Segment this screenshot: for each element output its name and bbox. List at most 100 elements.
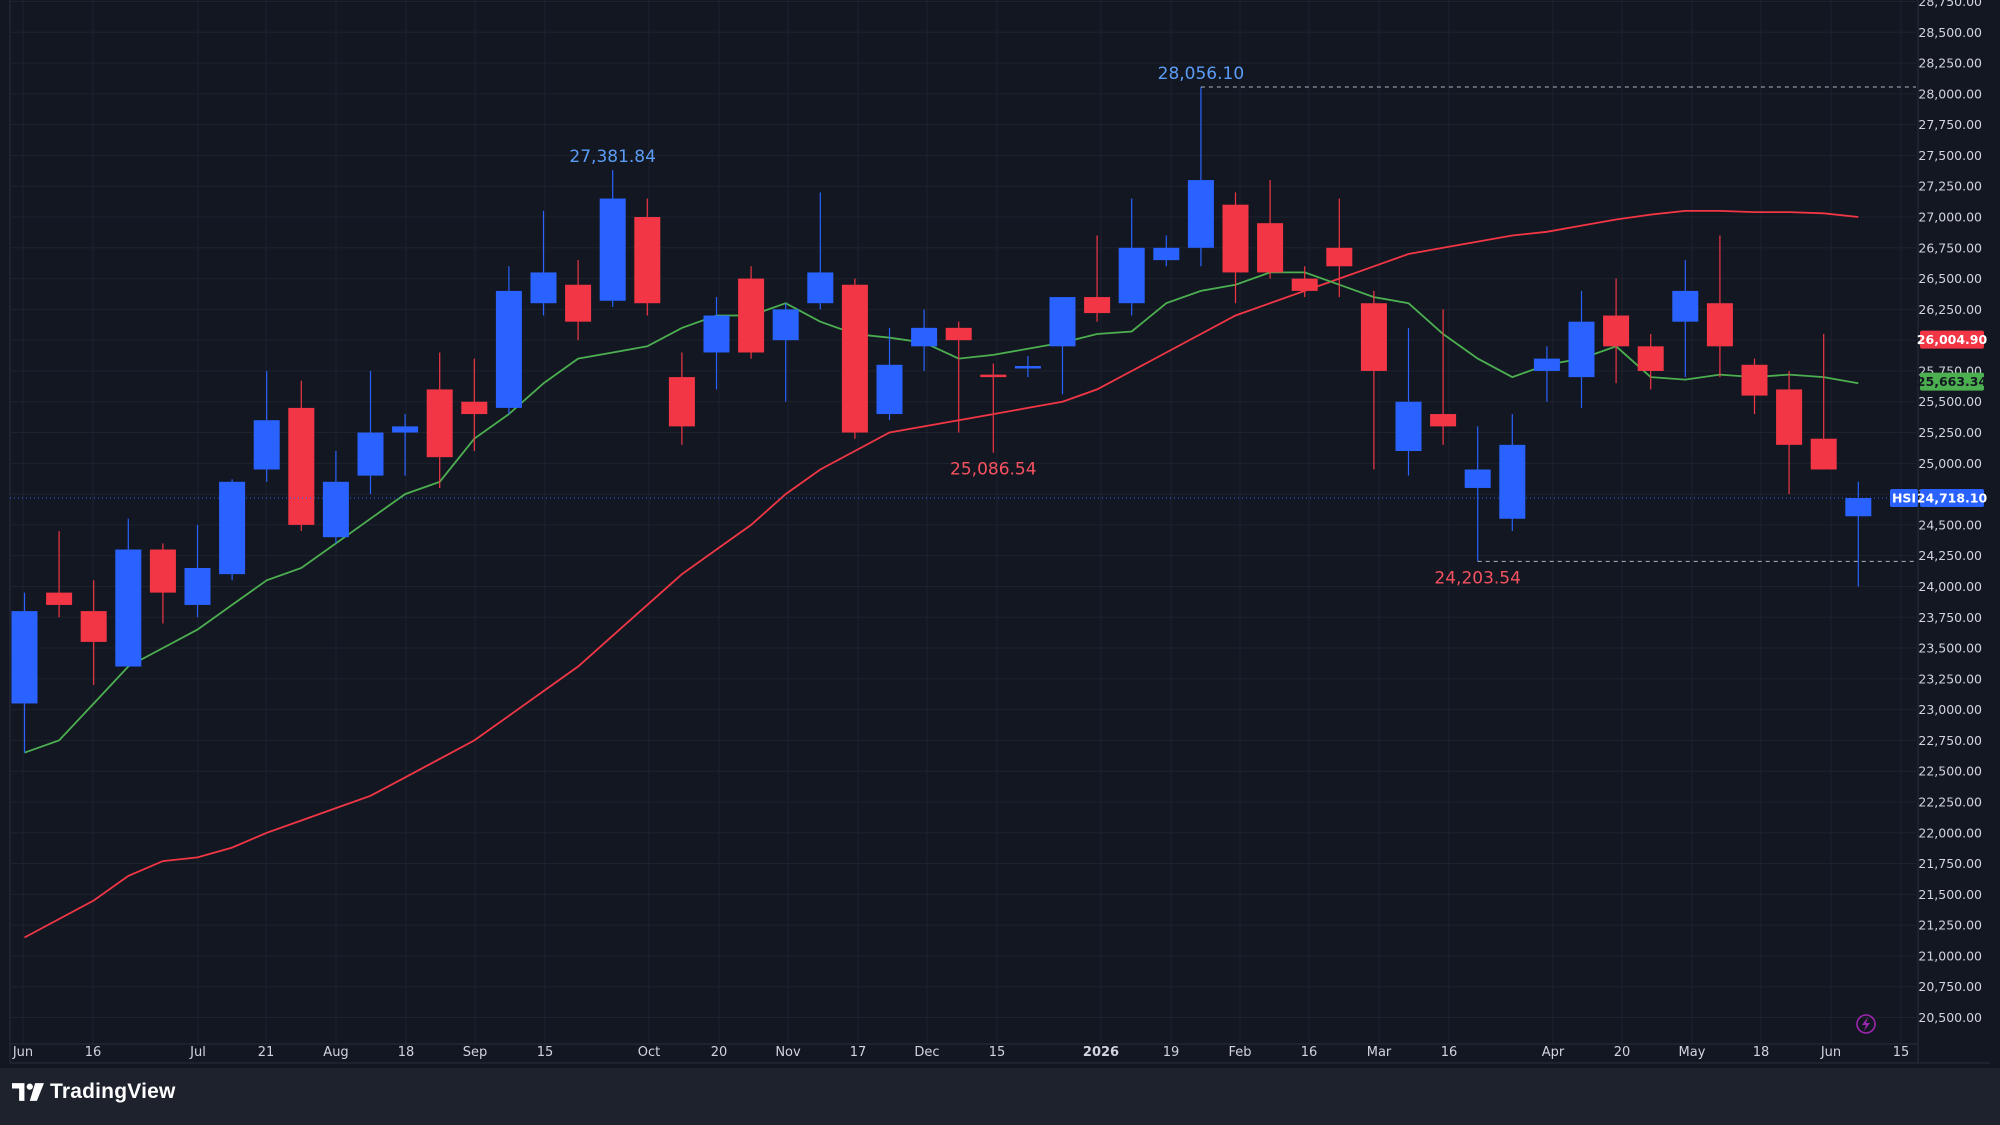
candle[interactable]	[426, 352, 453, 488]
time-tick-label: May	[1679, 1045, 1706, 1060]
candle-body	[80, 611, 107, 642]
price-tick-label: 27,750.00	[1918, 117, 1982, 132]
time-tick-label: 16	[85, 1045, 102, 1060]
candle[interactable]	[1603, 278, 1630, 384]
price-tick-label: 28,250.00	[1918, 56, 1982, 71]
candle[interactable]	[1395, 327, 1422, 476]
candle[interactable]	[1637, 334, 1664, 390]
time-tick-label: 2026	[1083, 1045, 1119, 1060]
candle-body	[1222, 204, 1249, 273]
symbol-tag-label: HSI	[1892, 491, 1916, 506]
candle[interactable]	[1430, 309, 1457, 445]
candlesticks[interactable]	[11, 86, 1872, 753]
candle[interactable]	[807, 192, 834, 310]
replay-icon[interactable]	[1856, 1014, 1876, 1034]
candle[interactable]	[288, 380, 315, 532]
candle[interactable]	[1291, 266, 1318, 298]
candle[interactable]	[1776, 370, 1803, 495]
price-tick-label: 26,750.00	[1918, 240, 1982, 255]
candle[interactable]	[911, 309, 938, 371]
candle[interactable]	[945, 321, 972, 433]
candle[interactable]	[738, 266, 765, 359]
time-tick-label: 16	[1301, 1045, 1318, 1060]
tradingview-logo[interactable]: TradingView	[12, 1080, 176, 1104]
candle[interactable]	[1499, 414, 1526, 532]
price-tag-value: 24,718.10	[1917, 491, 1988, 506]
candle-body	[1637, 346, 1664, 371]
candle[interactable]	[1568, 290, 1595, 408]
price-tick-label: 23,500.00	[1918, 641, 1982, 656]
candle[interactable]	[322, 451, 349, 544]
candle[interactable]	[1014, 356, 1041, 378]
candle[interactable]	[184, 524, 211, 618]
candle-body	[253, 420, 280, 470]
candle-body	[980, 374, 1007, 378]
candle[interactable]	[115, 518, 142, 667]
time-axis[interactable]: Jun 16 Jul 21 Aug 18 Sep 15 Oct 20 Nov 17 Dec 15 2026 1…	[10, 1043, 1990, 1064]
time-tick-label: Aug	[323, 1045, 348, 1060]
candle[interactable]	[1222, 192, 1249, 304]
candle-body	[392, 426, 419, 433]
candle[interactable]	[80, 580, 107, 685]
price-tick-label: 21,500.00	[1918, 887, 1982, 902]
candle[interactable]	[1084, 235, 1111, 322]
candle[interactable]	[1672, 260, 1699, 378]
price-tick-label: 22,750.00	[1918, 733, 1982, 748]
price-tick-label: 25,000.00	[1918, 456, 1982, 471]
candle[interactable]	[703, 297, 730, 390]
price-axis[interactable]: 20,500.00 20,750.00 21,000.00 21,250.00 21,5…	[1917, 0, 1982, 1063]
candle[interactable]	[1326, 198, 1353, 298]
candle[interactable]	[357, 370, 384, 495]
candle[interactable]	[565, 260, 592, 341]
price-tag: 25,663.34	[1917, 372, 1988, 391]
candle[interactable]	[1706, 235, 1733, 378]
candle[interactable]	[392, 414, 419, 476]
candle[interactable]	[530, 210, 557, 316]
high-price-label: 27,381.84	[569, 147, 656, 167]
time-tick-label: Mar	[1367, 1045, 1392, 1060]
candle[interactable]	[219, 479, 246, 581]
price-tick-label: 22,500.00	[1918, 764, 1982, 779]
time-tick-label: 18	[398, 1045, 415, 1060]
candle[interactable]	[1257, 180, 1284, 279]
price-tag-value: 25,663.34	[1917, 374, 1988, 389]
candle[interactable]	[1153, 235, 1180, 267]
candle[interactable]	[495, 266, 522, 415]
candle[interactable]	[841, 278, 868, 439]
candle[interactable]	[1741, 358, 1768, 415]
candle[interactable]	[46, 531, 73, 618]
candle[interactable]	[634, 198, 661, 316]
time-tick-label: 15	[537, 1045, 554, 1060]
candle[interactable]	[668, 352, 695, 445]
candle-body	[149, 549, 176, 593]
candle-body	[703, 315, 730, 353]
candle[interactable]	[1187, 86, 1214, 267]
candle[interactable]	[11, 592, 38, 753]
candle[interactable]	[772, 303, 799, 402]
candle[interactable]	[1118, 198, 1145, 316]
candle[interactable]	[1049, 297, 1076, 395]
candle[interactable]	[876, 327, 903, 421]
time-tick-label: Sep	[463, 1045, 488, 1060]
candle-body	[738, 278, 765, 353]
moving-averages	[24, 209, 1859, 939]
candle[interactable]	[149, 543, 176, 624]
candle[interactable]	[253, 370, 280, 482]
candle-body	[1014, 366, 1041, 369]
candle-body	[495, 290, 522, 408]
candle[interactable]	[1810, 334, 1837, 470]
candle[interactable]	[980, 363, 1007, 453]
candle[interactable]	[1845, 481, 1872, 587]
time-tick-label: 20	[1614, 1045, 1631, 1060]
time-tick-label: 15	[989, 1045, 1006, 1060]
candle[interactable]	[461, 358, 488, 452]
candle-body	[288, 407, 315, 525]
candle[interactable]	[599, 169, 626, 307]
candle[interactable]	[1360, 290, 1387, 470]
time-tick-label: 15	[1893, 1045, 1910, 1060]
candle[interactable]	[1464, 426, 1491, 562]
high-price-label: 28,056.10	[1158, 64, 1245, 84]
candle[interactable]	[1533, 346, 1560, 402]
price-chart[interactable]: 27,381.84 28,056.10 25,086.54 24,203.54 20,…	[0, 0, 2000, 1068]
